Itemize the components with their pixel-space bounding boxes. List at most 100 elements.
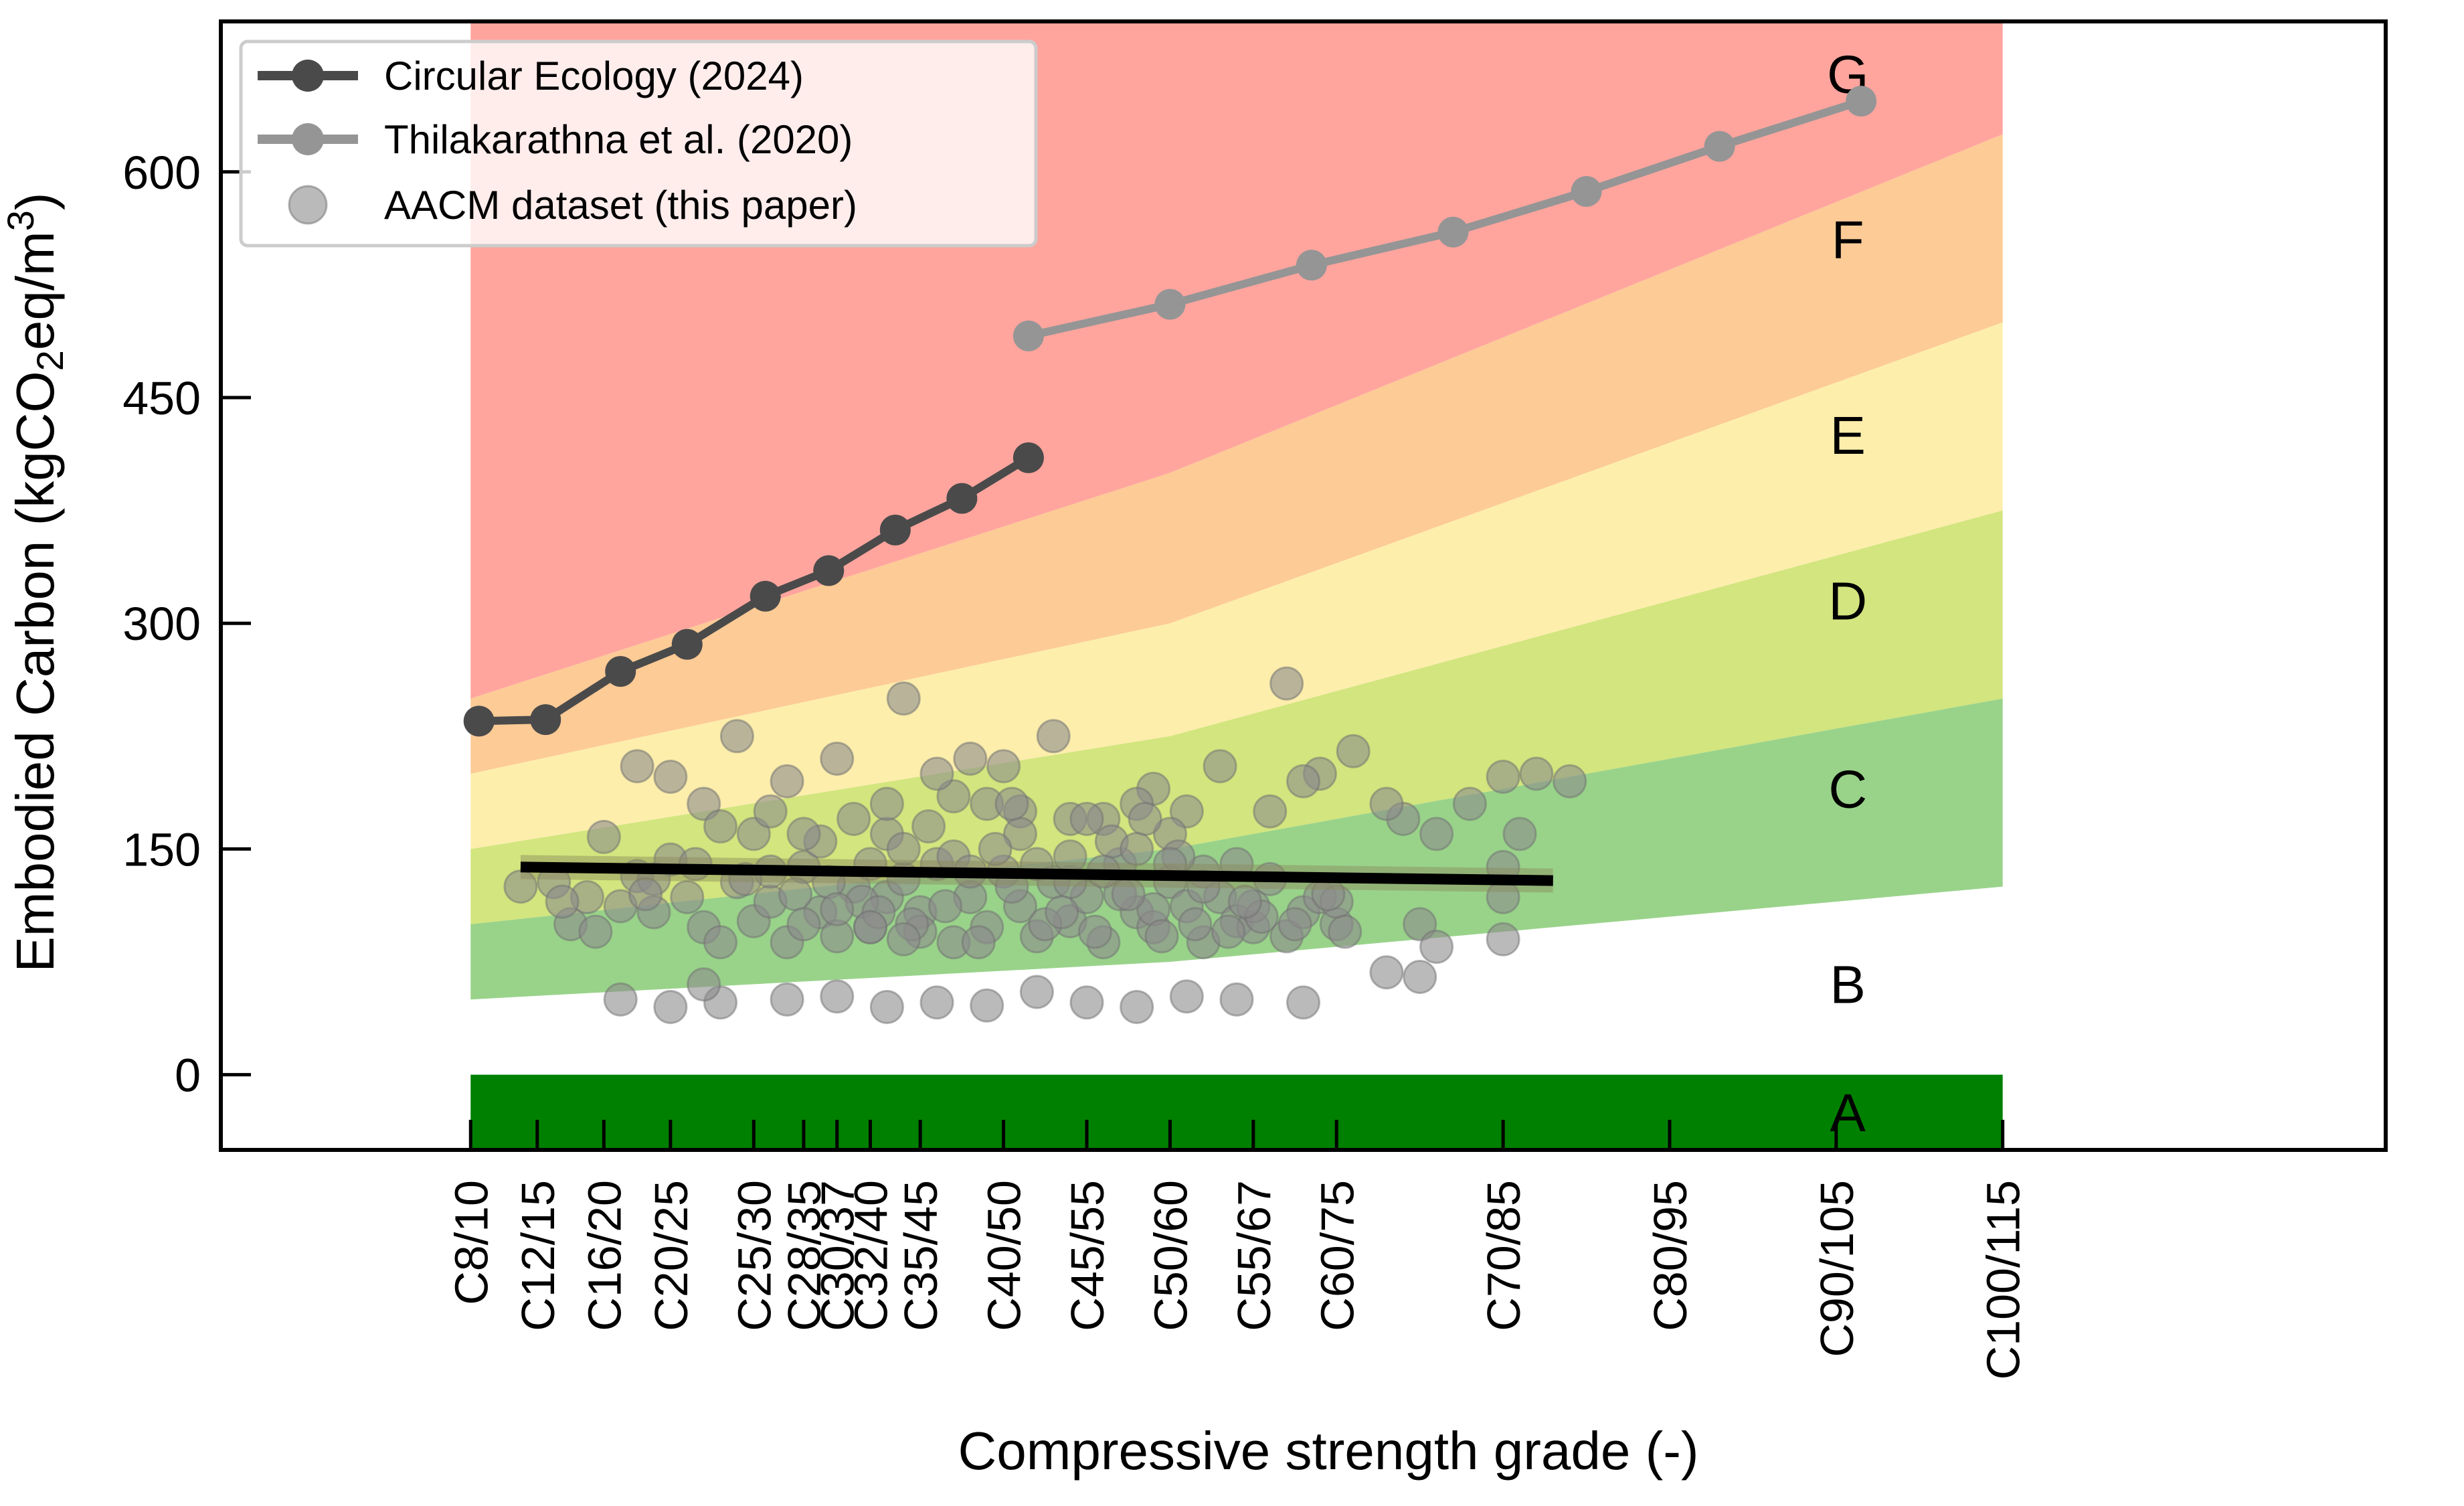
aacm-point	[820, 979, 855, 1014]
aacm-point	[886, 681, 921, 716]
x-tick-label: C100/115	[1977, 1180, 2030, 1379]
series-1-point	[1571, 176, 1602, 207]
aacm-point	[1045, 895, 1079, 930]
aacm-point	[778, 877, 813, 912]
aacm-point	[1278, 907, 1312, 942]
series-0-point	[946, 483, 978, 514]
aacm-point	[1486, 759, 1520, 794]
band-a	[470, 1074, 2003, 1150]
series-1-point	[1296, 250, 1327, 281]
band-letter-d: D	[1828, 571, 1867, 631]
aacm-point	[886, 922, 921, 956]
trendline	[520, 861, 1553, 886]
x-tick-label: C16/20	[578, 1180, 630, 1331]
aacm-point	[1219, 982, 1254, 1017]
aacm-point	[1403, 959, 1437, 994]
aacm-point	[753, 794, 788, 829]
series-1-point	[1846, 86, 1877, 117]
aacm-point	[603, 982, 638, 1017]
aacm-point	[1369, 786, 1404, 821]
y-axis: 0 150 300 450 600	[122, 147, 251, 1102]
series-0-point	[813, 555, 845, 586]
y-tick-label: 450	[122, 372, 201, 424]
aacm-point	[1069, 801, 1104, 836]
aacm-point	[1452, 786, 1487, 821]
aacm-point	[1120, 831, 1154, 866]
aacm-point	[1077, 914, 1112, 949]
series-0-point	[605, 656, 636, 687]
y-tick-label: 300	[122, 598, 201, 650]
aacm-point	[820, 742, 855, 776]
y-tick-label: 150	[122, 823, 201, 875]
aacm-point	[586, 819, 621, 854]
x-axis: C8/10 C12/15 C16/20 C20/25 C25/30C28/35C30/3…	[445, 1120, 2030, 1379]
x-tick-label: C12/15	[512, 1180, 564, 1331]
aacm-point	[820, 892, 855, 926]
band-e	[470, 134, 2003, 774]
x-tick-label: C30/37	[812, 1180, 864, 1331]
series-0-point	[750, 580, 781, 612]
aacm-point	[1144, 919, 1179, 954]
aacm-point	[853, 910, 887, 944]
x-tick-label: C28/35	[778, 1180, 830, 1331]
legend-marker-circular-ecology	[292, 60, 324, 92]
aacm-point	[961, 925, 996, 960]
aacm-point	[1419, 817, 1454, 851]
aacm-point	[911, 809, 946, 844]
aacm-point	[578, 914, 613, 949]
aacm-point	[1502, 817, 1537, 851]
x-tick-label: C32/40	[845, 1180, 897, 1331]
series-0-point	[879, 514, 911, 546]
aacm-point	[786, 907, 821, 942]
aacm-point	[1286, 764, 1320, 799]
x-tick-label: C40/50	[978, 1180, 1031, 1331]
aacm-point	[886, 831, 921, 866]
x-tick-label: C70/85	[1478, 1180, 1530, 1331]
aacm-point	[1269, 666, 1304, 701]
aacm-point	[1253, 794, 1288, 829]
aacm-point	[1069, 985, 1104, 1020]
aacm-scatter-points	[503, 666, 1587, 1024]
aacm-point	[620, 749, 654, 784]
aacm-point	[1211, 914, 1246, 949]
legend-label-thilakarathna: Thilakarathna et al. (2020)	[384, 117, 853, 162]
legend-marker-thilakarathna	[292, 123, 324, 155]
band-letter-e: E	[1830, 406, 1866, 465]
series-1-point	[1437, 216, 1469, 248]
series-0-point	[671, 629, 703, 660]
aacm-point	[994, 786, 1029, 821]
aacm-point	[703, 809, 738, 844]
aacm-point	[1128, 801, 1162, 836]
aacm-point	[837, 801, 871, 836]
series-0-point	[463, 705, 495, 737]
aacm-point	[719, 719, 754, 754]
aacm-point	[653, 759, 688, 794]
legend: Circular Ecology (2024) Thilakarathna et…	[239, 39, 1038, 248]
aacm-point	[1519, 756, 1554, 791]
aacm-point	[670, 880, 705, 914]
aacm-point	[953, 742, 988, 776]
aacm-point	[1328, 914, 1362, 949]
series-1-point	[1704, 131, 1735, 162]
aacm-point	[928, 889, 962, 924]
aacm-point	[770, 764, 804, 799]
aacm-point	[1419, 930, 1454, 965]
series-1-point	[1154, 288, 1186, 320]
aacm-point	[1178, 907, 1213, 942]
aacm-point	[1120, 989, 1154, 1024]
aacm-point	[970, 988, 1004, 1023]
aacm-point	[1486, 922, 1520, 956]
aacm-point	[628, 877, 663, 912]
aacm-point	[919, 756, 954, 791]
aacm-point	[1336, 734, 1371, 768]
series-0-point	[1013, 442, 1044, 473]
aacm-point	[1286, 985, 1320, 1020]
aacm-point	[1369, 955, 1404, 990]
plot-frame	[219, 19, 2388, 1152]
x-tick-label: C55/67	[1228, 1180, 1280, 1331]
aacm-point	[1227, 884, 1262, 919]
aacm-point	[978, 831, 1013, 866]
x-axis-title: Compressive strength grade (-)	[958, 1421, 1698, 1481]
